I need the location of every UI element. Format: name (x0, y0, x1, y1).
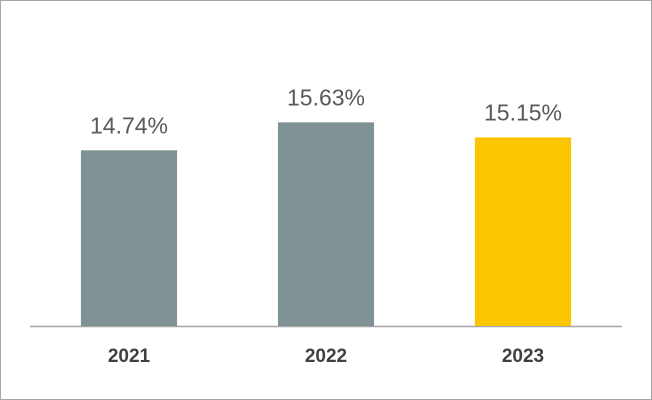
bar (474, 137, 572, 326)
value-label: 14.74% (90, 112, 168, 138)
value-label: 15.63% (287, 84, 365, 110)
x-tick-label: 2021 (108, 346, 151, 367)
x-tick-label: 2023 (502, 346, 544, 367)
bar (80, 150, 178, 326)
x-tick-label: 2022 (305, 346, 347, 367)
bar (277, 122, 375, 326)
value-label: 15.15% (484, 100, 562, 126)
